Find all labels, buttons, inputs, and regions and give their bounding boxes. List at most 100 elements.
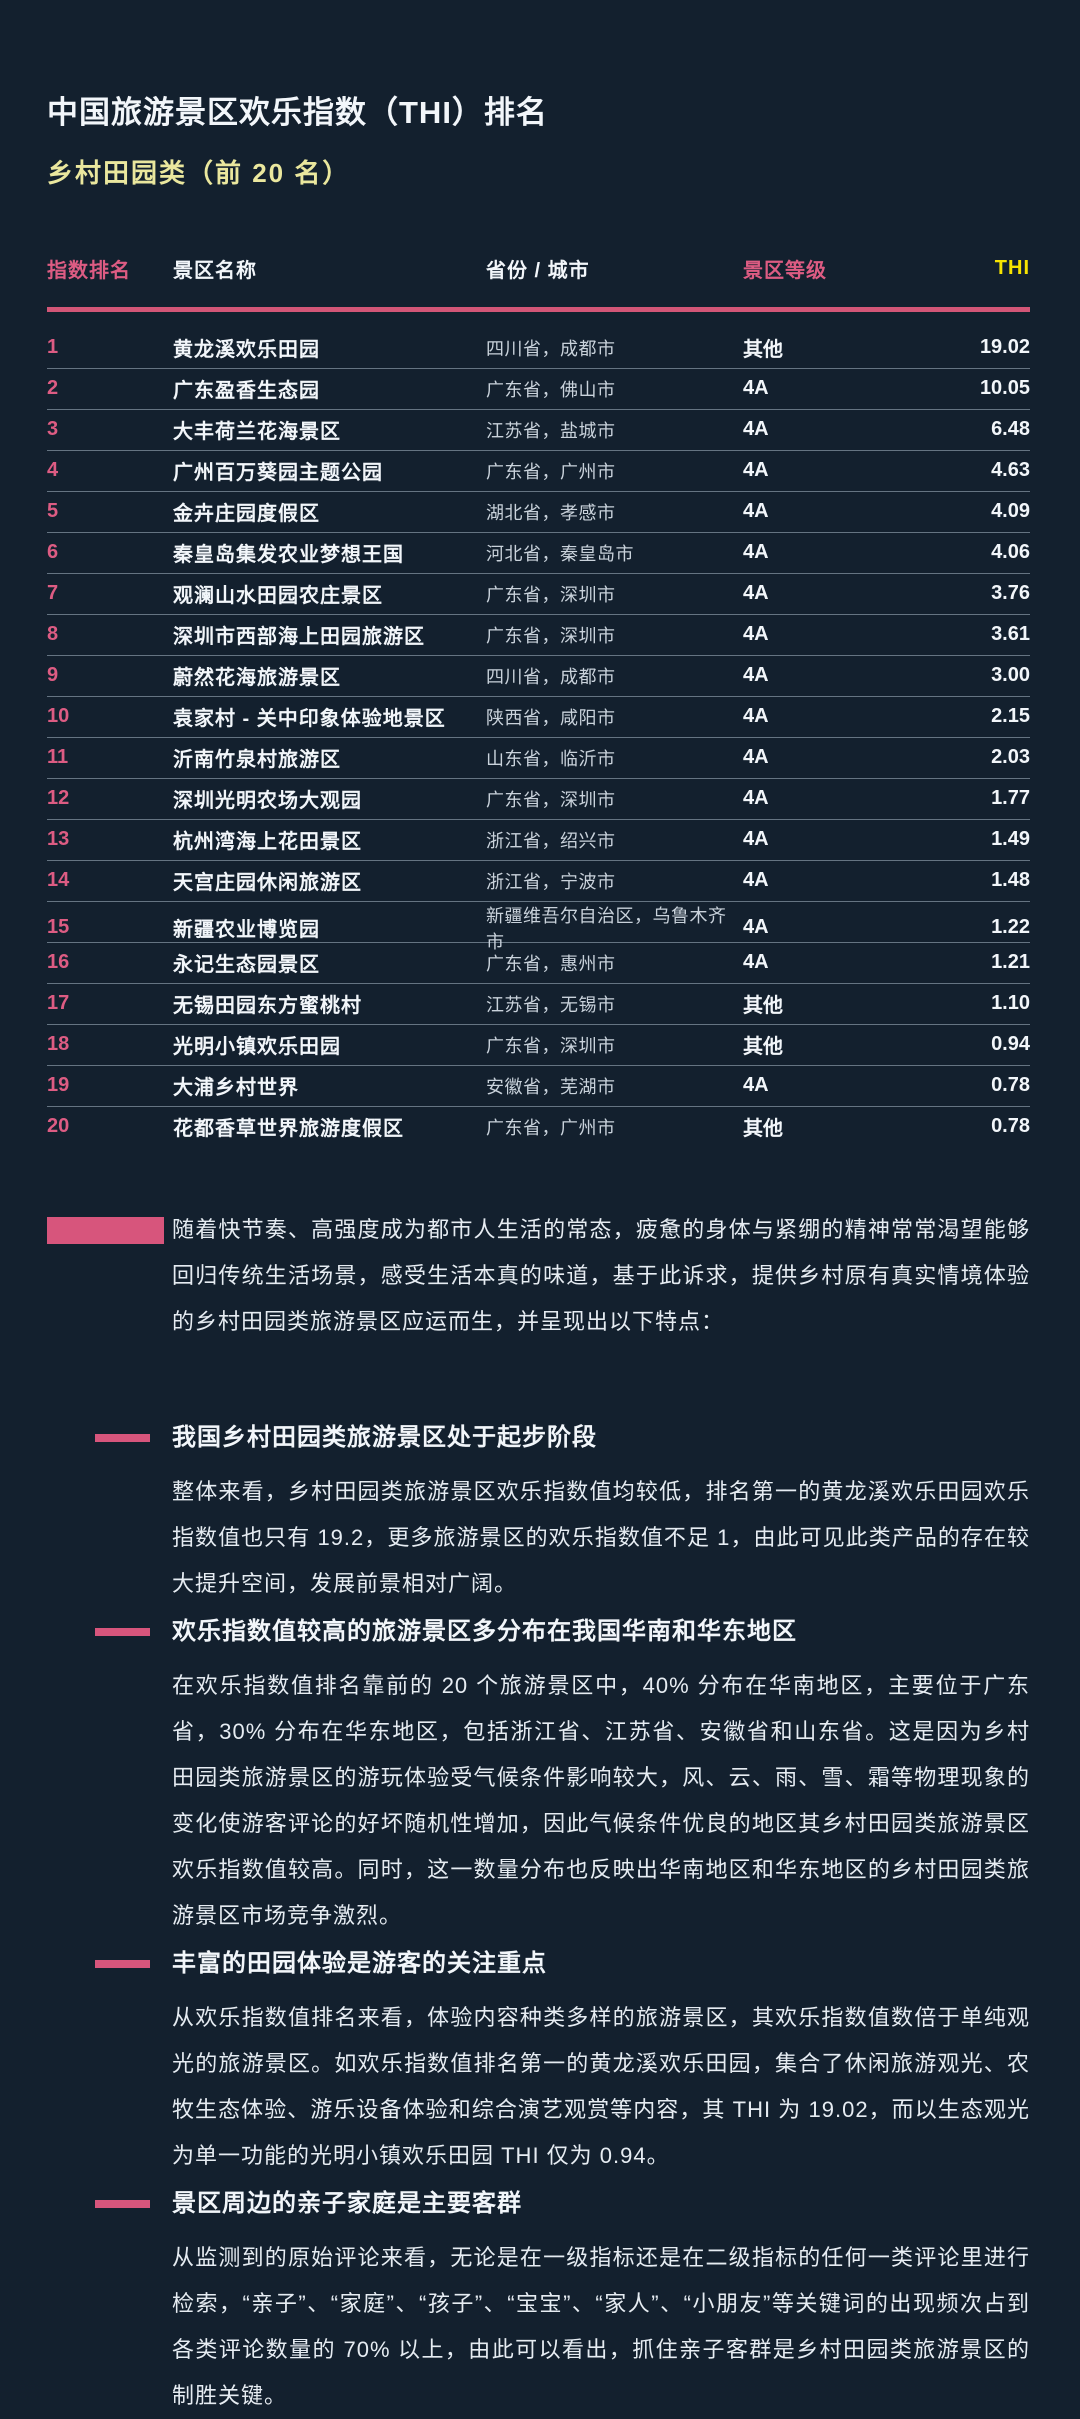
- rank-cell: 15: [47, 916, 70, 939]
- province-city-cell: 广东省，深圳市: [486, 625, 616, 646]
- thi-value-cell: 2.03: [991, 746, 1030, 769]
- scenic-area-name-cell: 花都香草世界旅游度假区: [173, 1118, 404, 1141]
- rank-cell: 4: [47, 459, 59, 482]
- header-accent-bar: [47, 306, 1030, 312]
- scenic-area-name-cell: 新疆农业博览园: [173, 919, 320, 942]
- thi-value-cell: 10.05: [979, 377, 1030, 400]
- thi-value-cell: 3.00: [991, 664, 1030, 687]
- province-city-cell: 新疆维吾尔自治区，乌鲁木齐市: [486, 905, 727, 952]
- grade-cell: 4A: [743, 500, 769, 523]
- scenic-area-name-cell: 广东盈香生态园: [173, 380, 320, 403]
- thi-value-cell: 4.06: [991, 541, 1030, 564]
- header-rank: 指数排名: [47, 260, 131, 283]
- thi-value-cell: 1.22: [991, 916, 1030, 939]
- rank-cell: 10: [47, 705, 70, 728]
- feature-sections: 我国乡村田园类旅游景区处于起步阶段 整体来看，乡村田园类旅游景区欢乐指数值均较低…: [47, 1421, 1030, 2419]
- rank-cell: 17: [47, 992, 70, 1015]
- thi-value-cell: 4.09: [991, 500, 1030, 523]
- grade-cell: 4A: [743, 787, 769, 810]
- rank-cell: 18: [47, 1033, 70, 1056]
- feature-section: 丰富的田园体验是游客的关注重点 从欢乐指数值排名来看，体验内容种类多样的旅游景区…: [47, 1947, 1030, 2179]
- thi-value-cell: 4.63: [991, 459, 1030, 482]
- province-city-cell: 浙江省，绍兴市: [486, 830, 616, 851]
- grade-cell: 4A: [743, 705, 769, 728]
- grade-cell: 4A: [743, 828, 769, 851]
- grade-cell: 4A: [743, 418, 769, 441]
- scenic-area-name-cell: 蔚然花海旅游景区: [173, 667, 341, 690]
- table-row: 8 深圳市西部海上田园旅游区 广东省，深圳市 4A 3.61: [47, 615, 1030, 656]
- rank-cell: 1: [47, 336, 59, 359]
- section-heading: 我国乡村田园类旅游景区处于起步阶段: [172, 1423, 597, 1451]
- header-name: 景区名称: [173, 260, 257, 283]
- scenic-area-name-cell: 无锡田园东方蜜桃村: [173, 995, 362, 1018]
- table-row: 7 观澜山水田园农庄景区 广东省，深圳市 4A 3.76: [47, 574, 1030, 615]
- province-city-cell: 湖北省，孝感市: [486, 502, 616, 523]
- thi-value-cell: 3.76: [991, 582, 1030, 605]
- province-city-cell: 广东省，佛山市: [486, 379, 616, 400]
- thi-value-cell: 3.61: [991, 623, 1030, 646]
- scenic-area-name-cell: 观澜山水田园农庄景区: [173, 585, 383, 608]
- table-row: 12 深圳光明农场大观园 广东省，深圳市 4A 1.77: [47, 779, 1030, 820]
- province-city-cell: 四川省，成都市: [486, 666, 616, 687]
- province-city-cell: 广东省，深圳市: [486, 1035, 616, 1056]
- grade-cell: 4A: [743, 1074, 769, 1097]
- grade-cell: 4A: [743, 541, 769, 564]
- province-city-cell: 陕西省，咸阳市: [486, 707, 616, 728]
- table-row: 5 金卉庄园度假区 湖北省，孝感市 4A 4.09: [47, 492, 1030, 533]
- province-city-cell: 广东省，广州市: [486, 1117, 616, 1138]
- thi-value-cell: 0.94: [991, 1033, 1030, 1056]
- section-body: 从欢乐指数值排名来看，体验内容种类多样的旅游景区，其欢乐指数值数倍于单纯观光的旅…: [172, 2004, 1030, 2168]
- province-city-cell: 浙江省，宁波市: [486, 871, 616, 892]
- thi-value-cell: 1.49: [991, 828, 1030, 851]
- grade-cell: 4A: [743, 582, 769, 605]
- rank-cell: 11: [47, 746, 69, 769]
- section-heading-row: 景区周边的亲子家庭是主要客群: [47, 2187, 1030, 2221]
- thi-value-cell: 6.48: [991, 418, 1030, 441]
- intro-text: 随着快节奏、高强度成为都市人生活的常态，疲惫的身体与紧绷的精神常常渴望能够回归传…: [172, 1216, 1030, 1334]
- province-city-cell: 江苏省，无锡市: [486, 994, 616, 1015]
- header-thi: THI: [994, 257, 1030, 280]
- section-heading-row: 欢乐指数值较高的旅游景区多分布在我国华南和华东地区: [47, 1615, 1030, 1649]
- scenic-area-name-cell: 大丰荷兰花海景区: [173, 421, 341, 444]
- thi-value-cell: 1.21: [991, 951, 1030, 974]
- scenic-area-name-cell: 永记生态园景区: [173, 954, 320, 977]
- table-body: 1 黄龙溪欢乐田园 四川省，成都市 其他 19.02 2 广东盈香生态园 广东省…: [47, 328, 1030, 1147]
- table-row: 10 袁家村 - 关中印象体验地景区 陕西省，咸阳市 4A 2.15: [47, 697, 1030, 738]
- table-row: 20 花都香草世界旅游度假区 广东省，广州市 其他 0.78: [47, 1107, 1030, 1147]
- rank-cell: 2: [47, 377, 59, 400]
- page-title: 中国旅游景区欢乐指数（THI）排名: [47, 94, 548, 130]
- thi-value-cell: 0.78: [991, 1074, 1030, 1097]
- grade-cell: 4A: [743, 664, 769, 687]
- scenic-area-name-cell: 金卉庄园度假区: [173, 503, 320, 526]
- rank-cell: 14: [47, 869, 70, 892]
- grade-cell: 其他: [743, 1036, 783, 1059]
- grade-cell: 4A: [743, 869, 769, 892]
- header-location: 省份 / 城市: [486, 260, 590, 283]
- scenic-area-name-cell: 天宫庄园休闲旅游区: [173, 872, 362, 895]
- grade-cell: 其他: [743, 995, 783, 1018]
- page-subtitle: 乡村田园类（前 20 名）: [47, 157, 351, 188]
- province-city-cell: 广东省，深圳市: [486, 789, 616, 810]
- section-dash-icon: [95, 1959, 150, 1968]
- scenic-area-name-cell: 广州百万葵园主题公园: [173, 462, 383, 485]
- province-city-cell: 山东省，临沂市: [486, 748, 616, 769]
- province-city-cell: 河北省，秦皇岛市: [486, 543, 634, 564]
- section-body: 整体来看，乡村田园类旅游景区欢乐指数值均较低，排名第一的黄龙溪欢乐田园欢乐指数值…: [172, 1478, 1030, 1596]
- province-city-cell: 安徽省，芜湖市: [486, 1076, 616, 1097]
- grade-cell: 4A: [743, 377, 769, 400]
- grade-cell: 4A: [743, 459, 769, 482]
- table-row: 18 光明小镇欢乐田园 广东省，深圳市 其他 0.94: [47, 1025, 1030, 1066]
- section-body: 从监测到的原始评论来看，无论是在一级指标还是在二级指标的任何一类评论里进行检索，…: [172, 2244, 1030, 2408]
- table-header-row: 指数排名 景区名称 省份 / 城市 景区等级 THI: [47, 249, 1030, 289]
- scenic-area-name-cell: 深圳光明农场大观园: [173, 790, 362, 813]
- table-row: 1 黄龙溪欢乐田园 四川省，成都市 其他 19.02: [47, 328, 1030, 369]
- grade-cell: 4A: [743, 623, 769, 646]
- scenic-area-name-cell: 深圳市西部海上田园旅游区: [173, 626, 425, 649]
- scenic-area-name-cell: 光明小镇欢乐田园: [173, 1036, 341, 1059]
- rank-cell: 5: [47, 500, 59, 523]
- grade-cell: 4A: [743, 916, 769, 939]
- thi-value-cell: 1.77: [991, 787, 1030, 810]
- table-row: 9 蔚然花海旅游景区 四川省，成都市 4A 3.00: [47, 656, 1030, 697]
- table-row: 19 大浦乡村世界 安徽省，芜湖市 4A 0.78: [47, 1066, 1030, 1107]
- table-row: 6 秦皇岛集发农业梦想王国 河北省，秦皇岛市 4A 4.06: [47, 533, 1030, 574]
